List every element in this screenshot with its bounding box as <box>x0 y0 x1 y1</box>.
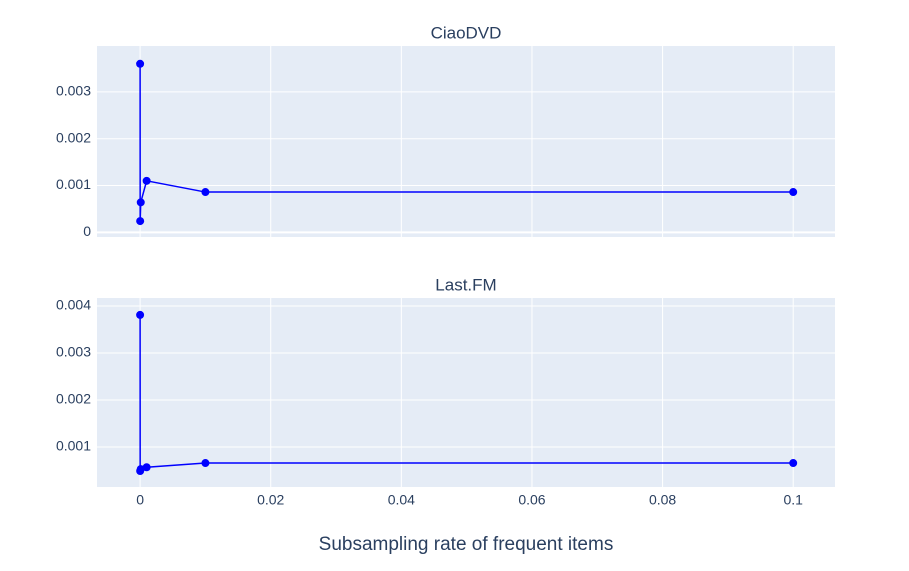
y-tick-label: 0.004 <box>56 297 91 313</box>
x-tick-label: 0.1 <box>783 492 803 508</box>
x-axis-title: Subsampling rate of frequent items <box>319 534 614 555</box>
subplot-title: Last.FM <box>435 275 496 294</box>
y-tick-label: 0 <box>83 223 91 239</box>
x-tick-label: 0 <box>136 492 144 508</box>
y-tick-label: 0.002 <box>56 391 91 407</box>
x-tick-label: 0.02 <box>257 492 284 508</box>
x-tick-label: 0.06 <box>518 492 545 508</box>
subplot-title: CiaoDVD <box>431 23 502 42</box>
y-tick-label: 0.003 <box>56 344 91 360</box>
point <box>142 176 151 185</box>
point <box>136 310 145 319</box>
point <box>136 198 145 207</box>
x-tick-label: 0.04 <box>388 492 415 508</box>
plot-area <box>97 298 835 487</box>
x-tick-label: 0.08 <box>649 492 676 508</box>
series-line <box>139 63 794 222</box>
y-tick-label: 0.001 <box>56 176 91 192</box>
point <box>789 188 798 197</box>
y-tick-label: 0.003 <box>56 83 91 99</box>
point <box>201 459 210 468</box>
point <box>142 463 151 472</box>
point <box>201 188 210 197</box>
point <box>789 459 798 468</box>
point <box>136 59 145 68</box>
point <box>136 217 145 226</box>
plot-area <box>97 46 835 237</box>
y-tick-label: 0.001 <box>56 438 91 454</box>
y-tick-label: 0.002 <box>56 129 91 145</box>
